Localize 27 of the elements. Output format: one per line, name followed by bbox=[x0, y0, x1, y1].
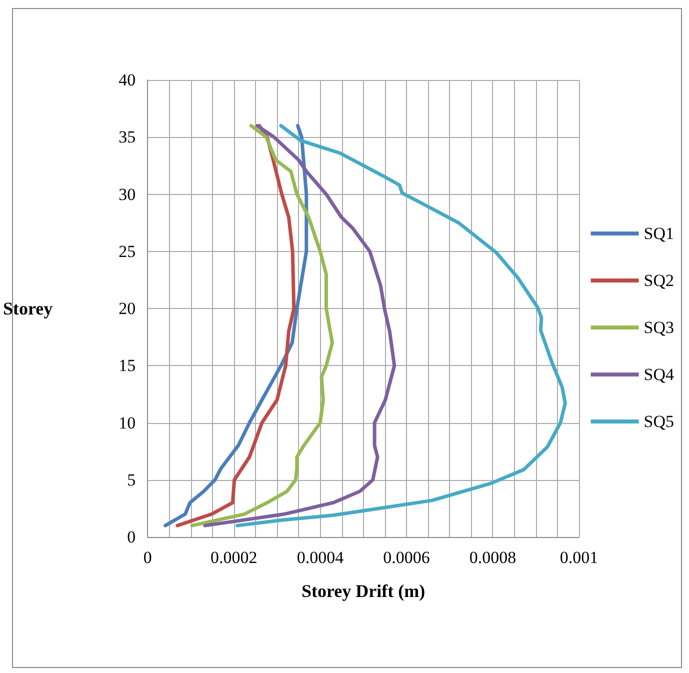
line-series bbox=[190, 124, 334, 528]
x-tick-label: 0.001 bbox=[560, 548, 598, 567]
y-tick-label: 40 bbox=[118, 70, 136, 90]
x-tick-label: 0 bbox=[143, 548, 152, 567]
legend-label: SQ3 bbox=[644, 318, 674, 337]
legend-label: SQ2 bbox=[644, 271, 674, 290]
y-tick-label: 25 bbox=[118, 242, 136, 261]
line-series bbox=[164, 124, 308, 528]
y-tick-label: 20 bbox=[118, 299, 136, 318]
y-tick-label: 5 bbox=[127, 470, 136, 490]
y-tick-label: 15 bbox=[118, 356, 136, 376]
legend-label: SQ4 bbox=[644, 365, 674, 384]
y-axis-title: Storey bbox=[2, 298, 53, 318]
y-tick-label: 35 bbox=[118, 128, 136, 147]
x-tick-label: 0.0002 bbox=[210, 548, 258, 567]
legend-label: SQ5 bbox=[644, 412, 674, 431]
x-axis-title: Storey Drift (m) bbox=[302, 581, 426, 601]
legend-label: SQ1 bbox=[644, 224, 674, 243]
y-tick-label: 30 bbox=[118, 184, 136, 204]
line-series bbox=[203, 124, 396, 528]
x-tick-label: 0.0004 bbox=[296, 548, 344, 567]
y-tick-label: 0 bbox=[127, 528, 136, 546]
line-series bbox=[236, 124, 567, 528]
x-tick-label: 0.0006 bbox=[383, 548, 430, 567]
line-series bbox=[176, 124, 296, 528]
y-tick-label: 10 bbox=[118, 413, 136, 432]
x-tick-label: 0.0008 bbox=[469, 548, 516, 567]
